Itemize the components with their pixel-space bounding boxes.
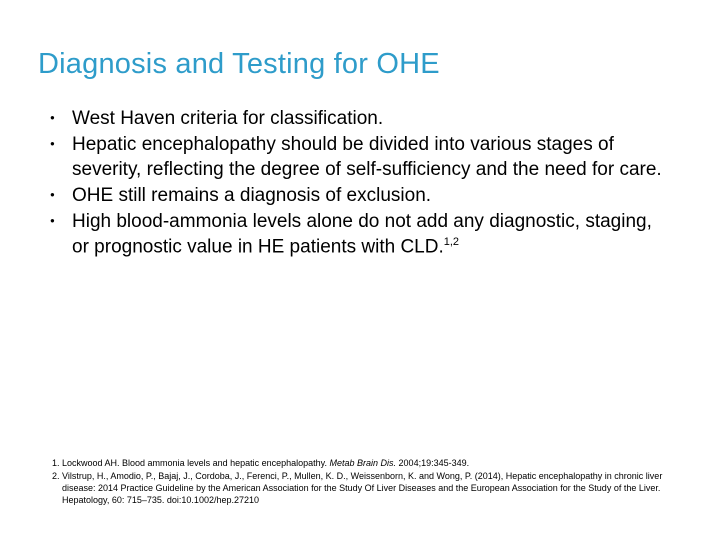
bullet-item: Hepatic encephalopathy should be divided… (72, 133, 672, 182)
bullet-superscript: 1,2 (444, 236, 459, 248)
bullet-item: West Haven criteria for classification. (72, 107, 672, 131)
slide-title: Diagnosis and Testing for OHE (38, 48, 682, 81)
bullet-list: West Haven criteria for classification. … (38, 107, 682, 259)
reference-item: Vilstrup, H., Amodio, P., Bajaj, J., Cor… (62, 470, 682, 506)
ref-pre: Lockwood AH. Blood ammonia levels and he… (62, 458, 330, 468)
ref-pre: Vilstrup, H., Amodio, P., Bajaj, J., Cor… (62, 471, 662, 505)
bullet-text: OHE still remains a diagnosis of exclusi… (72, 185, 431, 206)
references-list: Lockwood AH. Blood ammonia levels and he… (38, 457, 682, 506)
ref-italic: Metab Brain Dis. (330, 458, 397, 468)
slide-container: Diagnosis and Testing for OHE West Haven… (0, 0, 720, 540)
bullet-item: High blood-ammonia levels alone do not a… (72, 210, 672, 259)
bullet-text: West Haven criteria for classification. (72, 108, 383, 129)
bullet-text: Hepatic encephalopathy should be divided… (72, 134, 662, 179)
reference-item: Lockwood AH. Blood ammonia levels and he… (62, 457, 682, 469)
bullet-item: OHE still remains a diagnosis of exclusi… (72, 184, 672, 208)
ref-post: 2004;19:345-349. (396, 458, 469, 468)
bullet-text: High blood-ammonia levels alone do not a… (72, 211, 652, 257)
